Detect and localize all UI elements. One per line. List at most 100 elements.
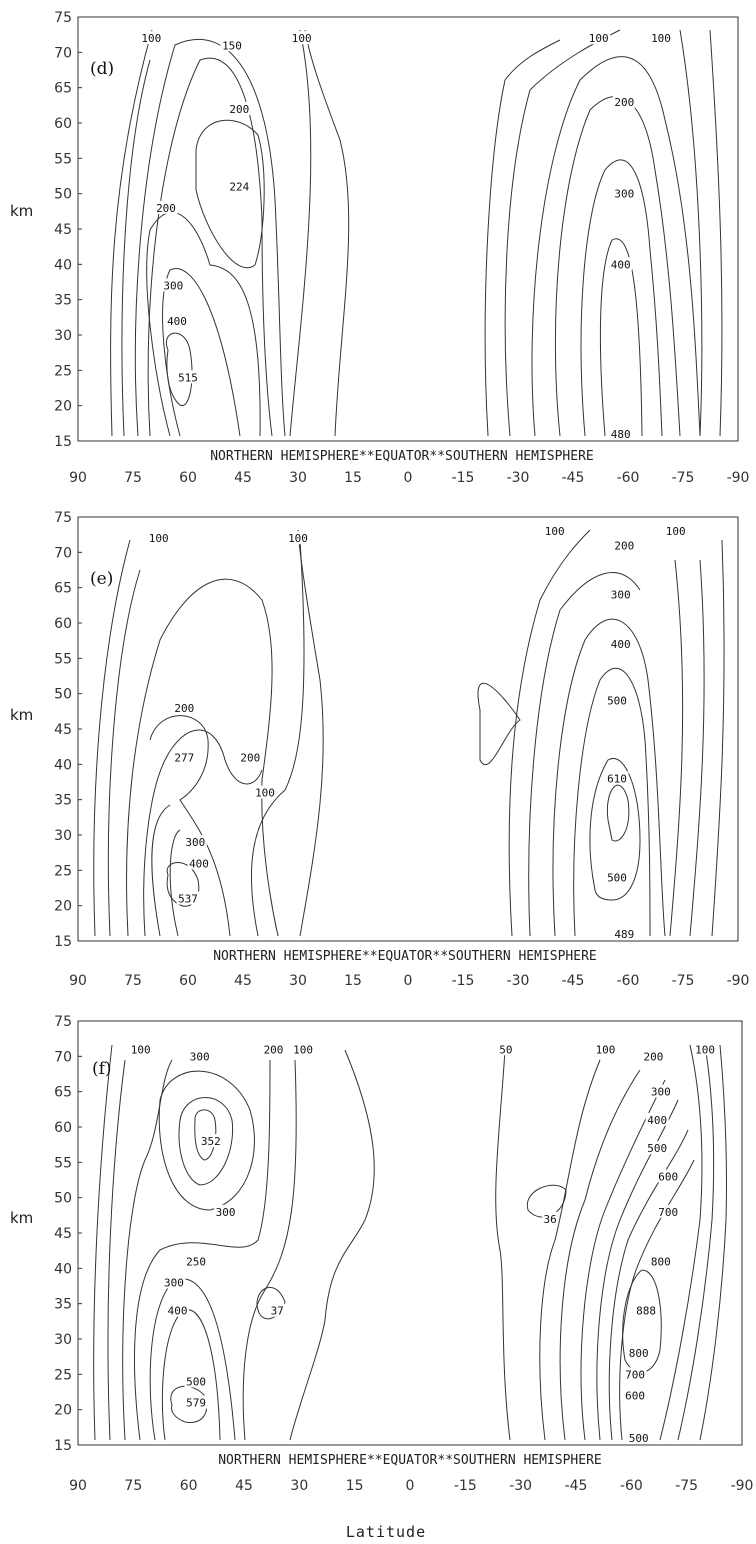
contour-line xyxy=(289,29,312,437)
contour-value-label: 300 xyxy=(651,1086,671,1099)
y-tick-label: 15 xyxy=(54,1438,72,1454)
contour-value-label: 200 xyxy=(644,1050,664,1063)
y-tick-label: 20 xyxy=(54,899,72,915)
y-tick-label: 75 xyxy=(54,1014,72,1030)
y-tick-label: 70 xyxy=(54,45,72,61)
y-tick-label: 20 xyxy=(54,399,72,415)
contour-label-bg xyxy=(184,1374,208,1388)
contour-value-label: 300 xyxy=(185,836,205,849)
y-tick-label: 60 xyxy=(54,1120,72,1136)
contour-line xyxy=(107,1059,126,1441)
x-tick-label: -60 xyxy=(617,973,640,989)
x-tick-label: 30 xyxy=(289,470,307,486)
contour-line xyxy=(250,539,305,937)
contour-line xyxy=(151,804,171,937)
contour-label-bg xyxy=(634,1303,658,1317)
y-ticks: 75 70 65 60 55 50 45 40 35 30 25 20 15 xyxy=(54,10,82,450)
contour-line xyxy=(689,559,705,937)
contour-line xyxy=(93,1044,113,1441)
contour-value-label: 100 xyxy=(695,1043,715,1056)
contour-value-label: 200 xyxy=(264,1043,284,1056)
contour-value-label: 200 xyxy=(614,96,634,109)
contour-lines xyxy=(110,29,723,437)
y-tick-label: 65 xyxy=(54,81,72,97)
y-tick-label: 65 xyxy=(54,1085,72,1101)
contour-line xyxy=(669,559,684,937)
contour-line xyxy=(126,578,279,937)
contour-value-label: 888 xyxy=(636,1305,656,1318)
contour-label-bg xyxy=(649,1254,673,1268)
contour-line xyxy=(121,59,151,437)
contour-line xyxy=(158,1070,255,1211)
y-tick-label: 30 xyxy=(54,1332,72,1348)
contour-label-bg xyxy=(605,771,629,785)
x-tick-label: -30 xyxy=(507,973,530,989)
contour-label-bg xyxy=(542,1211,559,1225)
y-axis-label: km xyxy=(10,706,33,724)
contour-label-bg xyxy=(187,856,211,870)
plot-frame xyxy=(77,516,739,942)
contour-value-label: 100 xyxy=(149,532,169,545)
contour-line xyxy=(606,784,630,842)
contour-value-label: 150 xyxy=(222,39,242,52)
contour-value-label: 300 xyxy=(611,589,631,602)
x-ticks: 90 75 60 45 30 15 0 -15 -30 -45 -60 -75 -90 xyxy=(69,470,749,486)
contour-line xyxy=(289,1049,375,1441)
contour-label-bg xyxy=(623,1367,647,1381)
x-tick-label: 60 xyxy=(179,470,197,486)
x-tick-label: 0 xyxy=(406,1478,415,1494)
contour-value-label: 100 xyxy=(288,532,308,545)
contour-value-label: 300 xyxy=(190,1050,210,1063)
y-tick-label: 45 xyxy=(54,1226,72,1242)
y-tick-label: 70 xyxy=(54,545,72,561)
y-axis-label: km xyxy=(10,202,33,220)
contour-label-bg xyxy=(188,1049,212,1063)
contour-label-bg xyxy=(609,587,633,601)
x-tick-label: -75 xyxy=(675,1478,698,1494)
contour-line xyxy=(711,539,725,937)
x-tick-label: -15 xyxy=(452,973,475,989)
x-tick-label: 45 xyxy=(234,470,252,486)
contour-label-bg xyxy=(183,835,207,849)
contour-line xyxy=(143,729,263,937)
contour-label-bg xyxy=(587,31,611,45)
contour-value-label: 352 xyxy=(201,1135,221,1148)
contour-value-label: 480 xyxy=(611,428,631,441)
contour-value-label: 100 xyxy=(292,32,312,45)
contour-line xyxy=(709,29,723,437)
y-tick-label: 60 xyxy=(54,616,72,632)
x-tick-label: 0 xyxy=(404,470,413,486)
contour-value-label: 400 xyxy=(167,315,187,328)
contour-line xyxy=(304,29,350,437)
plot-frame xyxy=(77,1020,743,1446)
contour-line xyxy=(107,569,141,937)
x-tick-label: -30 xyxy=(509,1478,532,1494)
contour-line xyxy=(677,1044,715,1441)
contour-label-bg xyxy=(172,700,196,714)
contour-value-label: 700 xyxy=(625,1368,645,1381)
contour-value-label: 100 xyxy=(293,1043,313,1056)
contour-label-bg xyxy=(147,531,171,545)
contour-label-bg xyxy=(154,200,178,214)
x-tick-label: 75 xyxy=(124,1478,142,1494)
contour-value-label: 50 xyxy=(499,1043,512,1056)
contour-value-label: 400 xyxy=(611,258,631,271)
contour-value-label: 500 xyxy=(629,1432,649,1445)
y-tick-label: 35 xyxy=(54,793,72,809)
x-ticks: 90 75 60 45 30 15 0 -15 -30 -45 -60 -75 -90 xyxy=(69,973,749,989)
contour-line xyxy=(580,1079,666,1441)
contour-label-bg xyxy=(656,1204,680,1218)
contour-line xyxy=(146,211,261,437)
x-tick-label: 15 xyxy=(344,973,362,989)
contour-label-bg xyxy=(664,524,688,538)
x-axis-label: Latitude xyxy=(346,1523,426,1541)
contour-label-bg xyxy=(238,750,262,764)
x-tick-label: -45 xyxy=(565,1478,588,1494)
contour-line xyxy=(484,39,561,437)
contour-label-bg xyxy=(162,1275,186,1289)
contour-line xyxy=(599,238,643,437)
contour-label-bg xyxy=(609,257,633,271)
contour-lines xyxy=(93,529,725,937)
